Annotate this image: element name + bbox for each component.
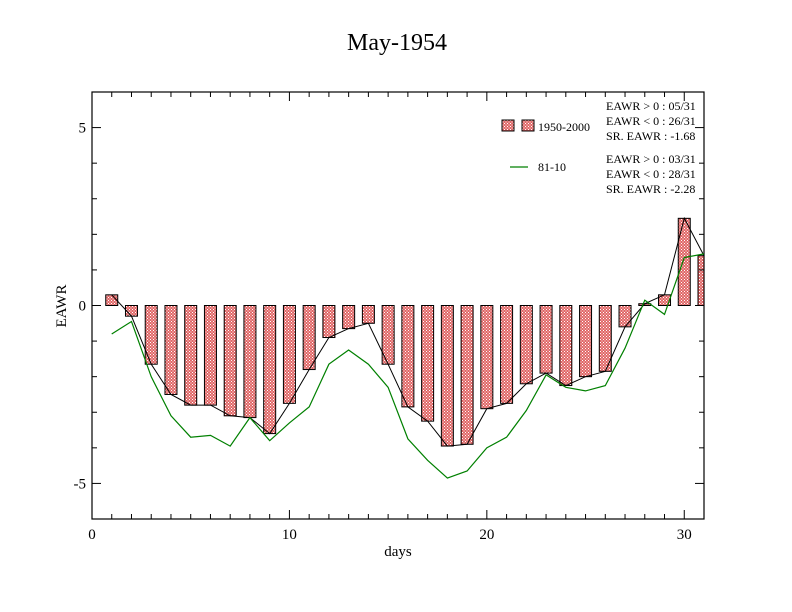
y-tick-label-5: 5 <box>79 121 87 137</box>
y-axis-label: EAWR <box>54 285 70 328</box>
x-tick-label-10: 10 <box>282 527 297 543</box>
bar-day-21 <box>500 305 514 404</box>
bar-day-1 <box>105 294 119 307</box>
stat-1950-2000-sr: SR. EAWR : -1.68 <box>606 129 695 143</box>
series-1950-2000-line <box>111 216 705 447</box>
chart-title: May-1954 <box>347 30 447 56</box>
legend-swatch-right <box>521 119 535 132</box>
bar-day-3 <box>144 305 158 365</box>
stat-1950-2000-positive: EAWR > 0 : 05/31 <box>606 99 696 113</box>
bar-day-16 <box>401 305 415 408</box>
bar-day-17 <box>421 305 435 422</box>
legend-swatch-left <box>501 119 515 132</box>
bars-layer <box>105 217 705 447</box>
bar-day-18 <box>440 305 454 447</box>
axes-layer: 0 10 20 30 -5 0 5 <box>74 91 705 543</box>
bar-day-22 <box>519 305 533 385</box>
bar-day-5 <box>184 305 198 406</box>
stat-1950-2000-negative: EAWR < 0 : 26/31 <box>606 114 696 128</box>
y-tick-label-0: 0 <box>79 299 87 315</box>
x-tick-label-20: 20 <box>479 527 494 543</box>
series-81-10-line <box>111 253 705 479</box>
bar-day-6 <box>203 305 217 406</box>
bar-day-8 <box>243 305 257 419</box>
bar-day-24 <box>559 305 573 387</box>
bar-day-23 <box>539 305 553 374</box>
bar-day-7 <box>223 305 237 417</box>
bar-day-20 <box>480 305 494 410</box>
bar-day-25 <box>579 305 593 378</box>
x-tick-label-0: 0 <box>88 527 96 543</box>
bar-day-31 <box>697 255 705 306</box>
legend: 1950-2000 81-10 EAWR > 0 : 05/31 EAWR < … <box>501 99 696 196</box>
bar-day-12 <box>322 305 336 339</box>
bar-day-13 <box>342 305 356 330</box>
bar-day-30 <box>677 217 691 306</box>
legend-label-81-10: 81-10 <box>538 160 566 174</box>
bar-day-2 <box>124 305 138 317</box>
stat-81-10-sr: SR. EAWR : -2.28 <box>606 182 695 196</box>
bar-day-14 <box>361 305 375 324</box>
bar-day-4 <box>164 305 178 395</box>
lines-layer <box>111 216 705 479</box>
bar-day-27 <box>618 305 632 328</box>
x-axis-label: days <box>384 544 412 560</box>
bar-day-9 <box>263 305 277 435</box>
y-tick-label--5: -5 <box>74 476 87 492</box>
bar-day-11 <box>302 305 316 371</box>
stat-81-10-negative: EAWR < 0 : 28/31 <box>606 167 696 181</box>
legend-label-1950-2000: 1950-2000 <box>538 120 590 134</box>
x-tick-label-30: 30 <box>677 527 692 543</box>
bar-day-19 <box>460 305 474 445</box>
stat-81-10-positive: EAWR > 0 : 03/31 <box>606 152 696 166</box>
bar-day-10 <box>282 305 296 404</box>
